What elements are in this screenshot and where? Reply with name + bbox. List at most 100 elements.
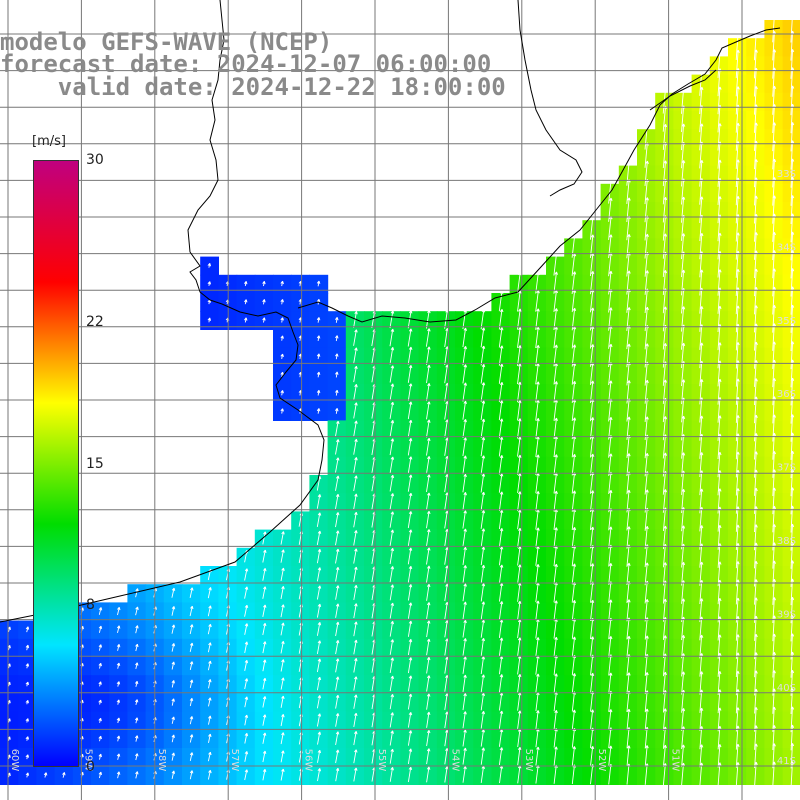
wind-arrow xyxy=(407,456,413,474)
wind-arrow xyxy=(735,232,740,260)
longitude-label: 52W xyxy=(596,749,607,772)
wind-arrow xyxy=(662,123,668,150)
wind-arrow xyxy=(681,123,686,151)
wind-arrow xyxy=(171,624,176,634)
wind-arrow xyxy=(407,547,413,565)
wind-arrow xyxy=(353,694,358,709)
wind-arrow xyxy=(644,233,649,259)
longitude-label: 59W xyxy=(82,749,93,772)
wind-arrow xyxy=(389,566,395,583)
wind-arrow xyxy=(426,711,431,728)
wind-arrow xyxy=(699,762,704,786)
model-title: modelo GEFS-WAVE (NCEP) xyxy=(0,28,333,56)
wind-arrow xyxy=(772,597,777,624)
wind-arrow xyxy=(98,717,102,723)
wind-arrow xyxy=(171,716,175,724)
wind-arrow xyxy=(717,342,722,369)
wind-arrow xyxy=(262,641,267,654)
latitude-label: 41S xyxy=(777,756,796,767)
wind-arrow xyxy=(389,712,394,728)
wind-arrow xyxy=(480,437,486,457)
wind-arrow xyxy=(608,234,613,259)
wind-arrow xyxy=(681,452,686,477)
wind-arrow xyxy=(462,638,467,656)
wind-arrow xyxy=(389,347,395,365)
wind-arrow xyxy=(353,566,358,582)
wind-arrow xyxy=(316,603,322,618)
wind-arrow xyxy=(590,709,595,730)
wind-arrow xyxy=(280,640,285,654)
wind-arrow xyxy=(517,326,522,348)
wind-arrow xyxy=(407,383,413,401)
wind-arrow xyxy=(480,400,486,420)
wind-arrow xyxy=(426,383,431,402)
wind-arrow xyxy=(772,12,777,43)
longitude-label: 57W xyxy=(229,749,240,772)
wind-arrow xyxy=(644,160,649,186)
wind-arrow xyxy=(189,716,194,725)
wind-arrow xyxy=(754,250,758,279)
valid-date: valid date: 2024-12-22 18:00:00 xyxy=(0,73,506,101)
wind-arrow xyxy=(316,676,322,691)
wind-arrow xyxy=(571,417,577,440)
wind-arrow xyxy=(772,85,777,115)
wind-arrow xyxy=(462,729,467,747)
wind-arrow xyxy=(626,197,631,223)
wind-arrow xyxy=(171,643,176,652)
wind-arrow xyxy=(262,568,267,581)
wind-arrow xyxy=(280,659,285,672)
longitude-label: 53W xyxy=(523,749,534,772)
wind-arrow xyxy=(772,268,777,297)
wind-arrow xyxy=(626,160,631,186)
wind-arrow xyxy=(389,420,395,438)
wind-arrow xyxy=(425,328,431,347)
wind-arrow xyxy=(754,506,758,533)
wind-arrow xyxy=(426,638,431,656)
wind-arrow xyxy=(480,309,486,330)
wind-arrow xyxy=(790,140,795,170)
wind-arrow xyxy=(171,680,175,688)
wind-arrow xyxy=(335,420,340,437)
wind-arrow xyxy=(608,709,613,731)
wind-arrow xyxy=(772,542,777,569)
wind-arrow xyxy=(608,197,613,222)
wind-arrow xyxy=(171,734,175,743)
wind-arrow xyxy=(407,730,413,746)
wind-arrow xyxy=(426,456,431,474)
wind-arrow xyxy=(498,710,504,729)
wind-arrow xyxy=(244,568,249,581)
wind-arrow xyxy=(699,561,704,586)
wind-arrow xyxy=(662,525,668,550)
wind-arrow xyxy=(790,341,795,370)
wind-arrow xyxy=(754,268,758,297)
wind-arrow xyxy=(98,771,103,779)
wind-arrow xyxy=(517,600,522,621)
wind-arrow xyxy=(244,299,248,305)
wind-arrow xyxy=(753,49,758,79)
wind-arrow xyxy=(189,697,194,707)
wind-arrow xyxy=(389,383,395,401)
wind-arrow xyxy=(462,583,467,602)
wind-arrow xyxy=(699,306,704,332)
wind-arrow xyxy=(608,526,613,549)
wind-arrow xyxy=(772,213,777,242)
wind-arrow xyxy=(353,749,358,764)
wind-arrow xyxy=(790,706,795,733)
wind-arrow xyxy=(353,621,358,637)
wind-arrow xyxy=(171,698,175,706)
wind-arrow xyxy=(571,673,577,694)
wind-arrow xyxy=(717,689,722,714)
wind-arrow xyxy=(608,489,613,513)
wind-arrow xyxy=(662,744,667,767)
wind-arrow xyxy=(262,714,267,726)
colorbar xyxy=(33,160,79,767)
wind-arrow xyxy=(335,389,339,396)
wind-arrow xyxy=(608,636,613,658)
wind-arrow xyxy=(590,526,595,549)
wind-arrow xyxy=(754,286,758,315)
colorbar-unit: [m/s] xyxy=(32,134,66,149)
wind-arrow xyxy=(717,305,722,333)
wind-arrow xyxy=(98,699,102,705)
wind-arrow xyxy=(644,452,649,477)
